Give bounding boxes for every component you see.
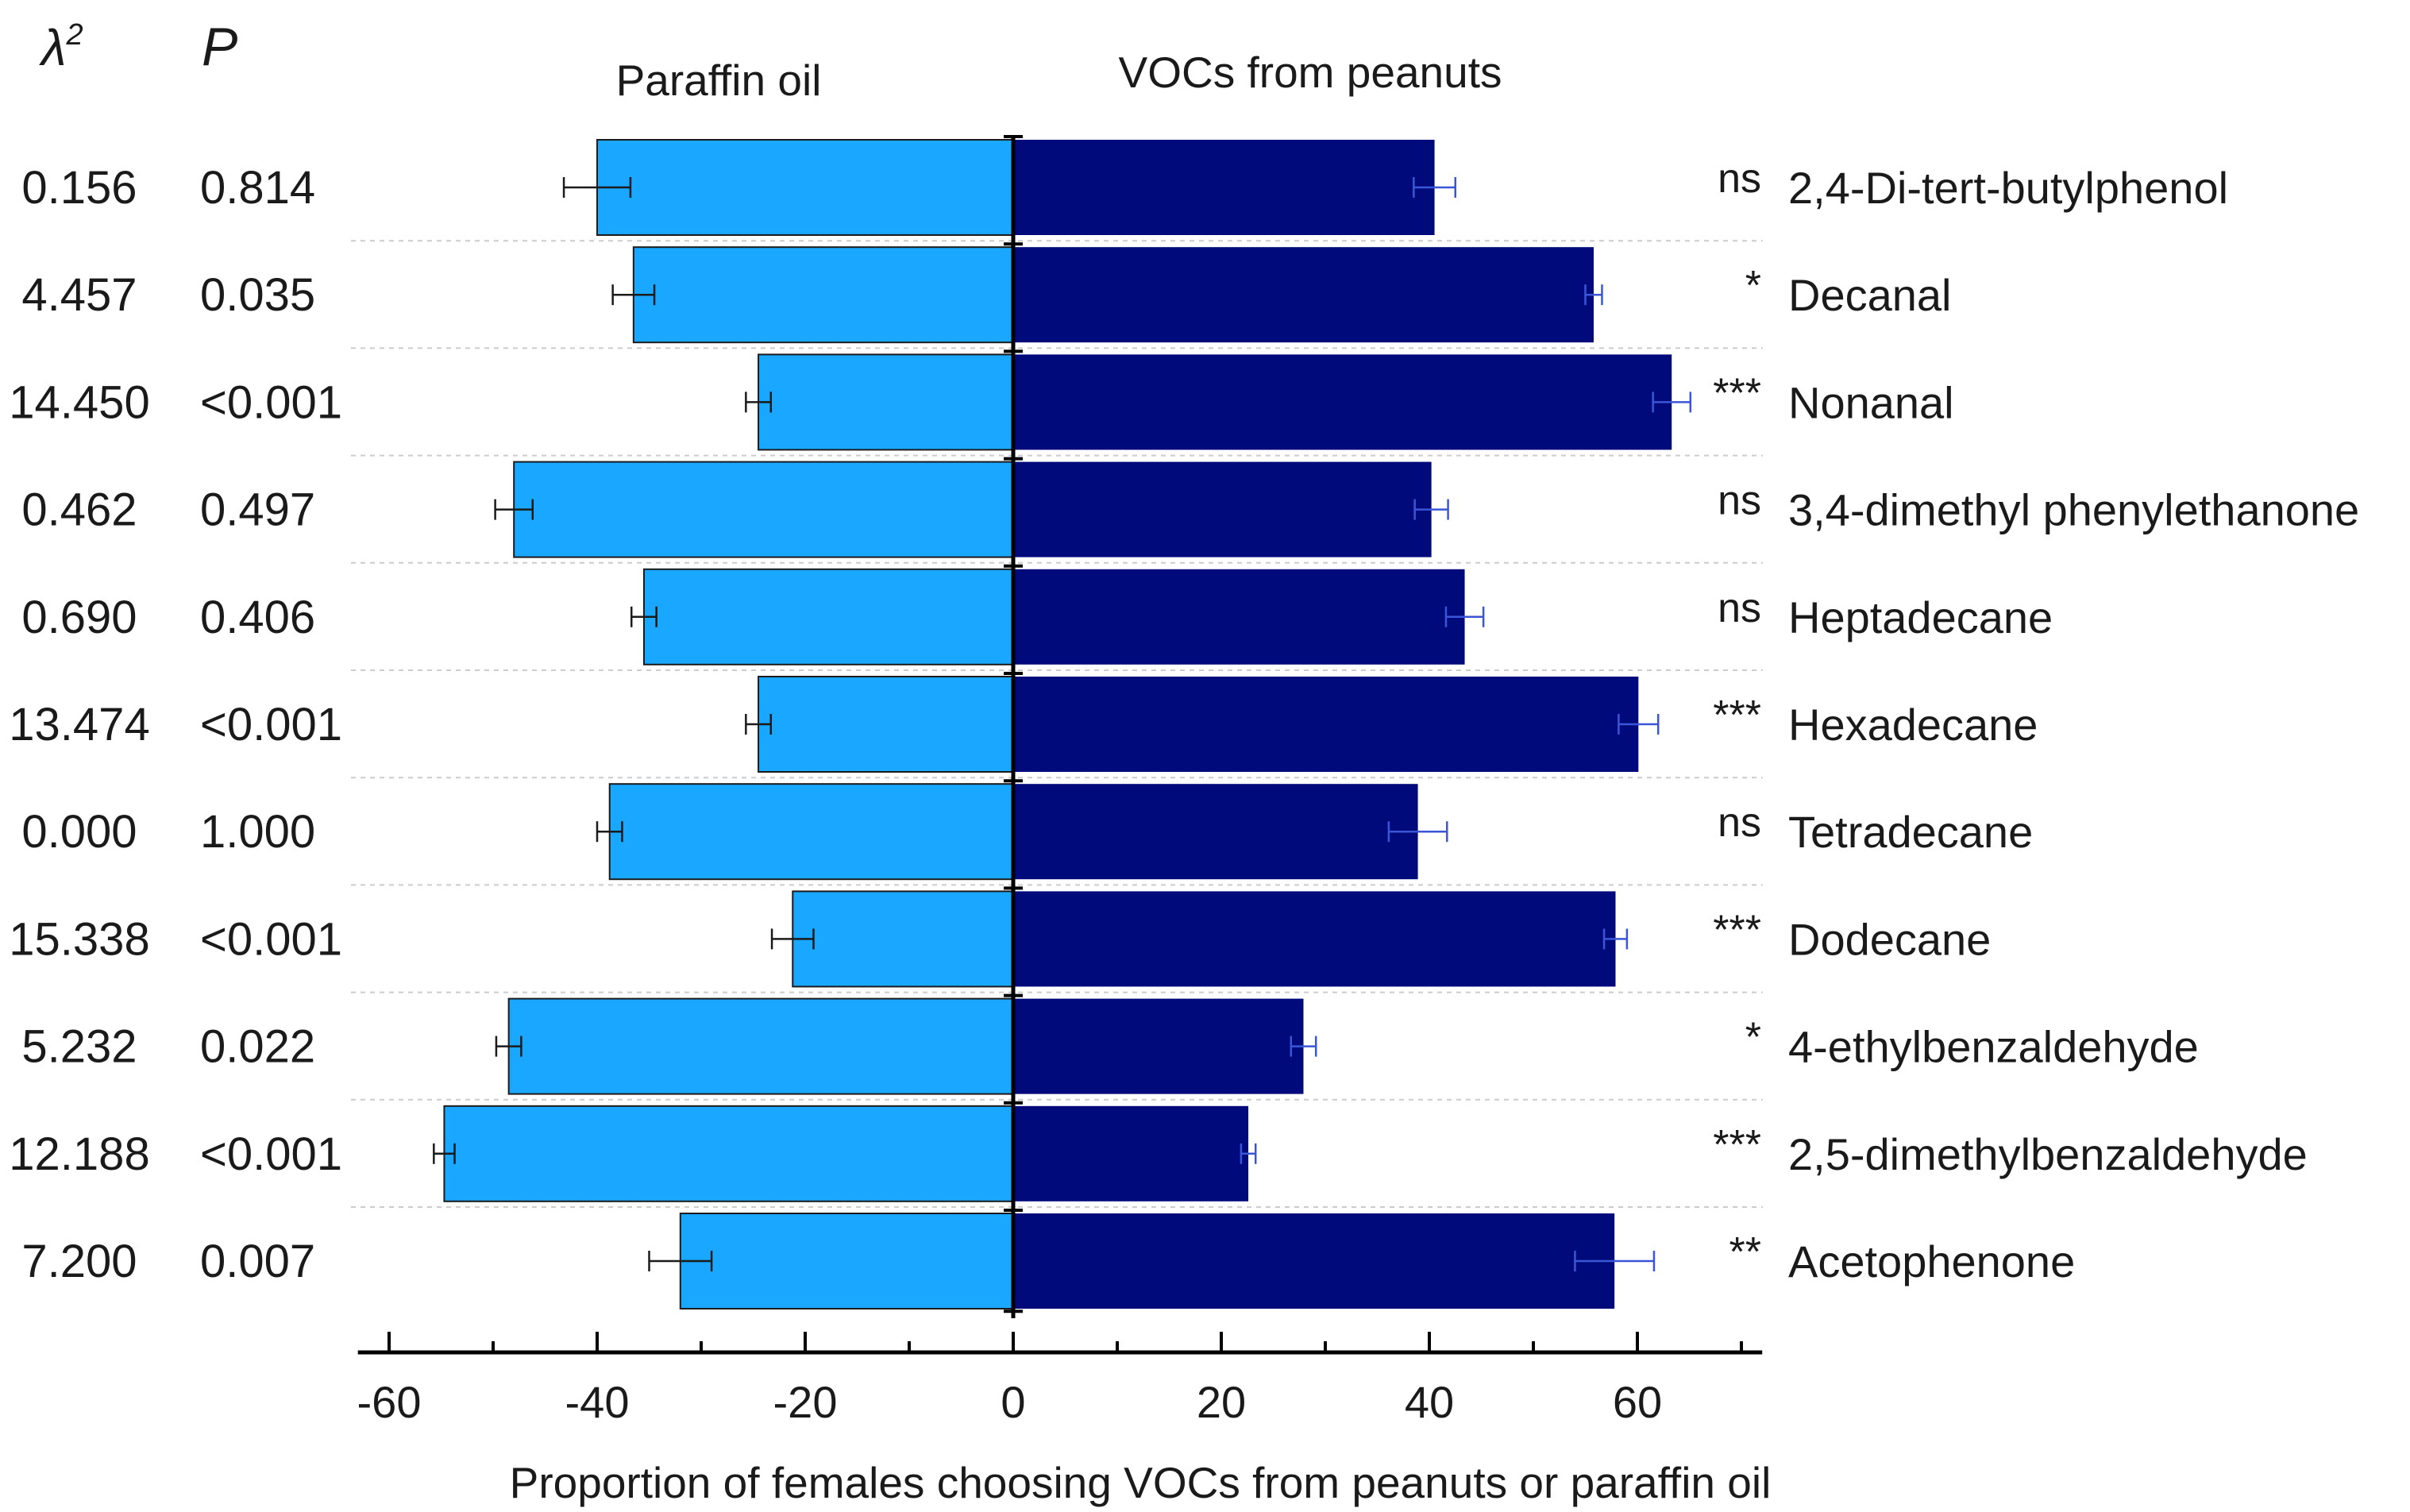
category-label: Dodecane [1788,914,1991,964]
chi-square-value: 0.000 [21,806,137,858]
bar-paraffin-oil [443,1105,1014,1202]
p-value: 1.000 [200,806,315,858]
chi-square-header: λ2 [39,18,83,76]
bar-vocs-from-peanuts [1013,1105,1249,1202]
bar-vocs-from-peanuts [1013,140,1435,235]
significance-label: *** [1713,692,1761,739]
x-tick-label: 40 [1405,1377,1454,1427]
p-value: 0.035 [200,269,315,321]
legend-paraffin-oil: Paraffin oil [616,56,822,105]
bar-paraffin-oil [758,353,1014,451]
p-value: 0.814 [200,162,315,214]
chi-square-value: 0.690 [21,592,137,643]
p-value: <0.001 [200,699,342,750]
x-tick-label: -20 [773,1377,838,1427]
significance-label: ** [1729,1229,1761,1275]
x-tick-label: -40 [565,1377,630,1427]
bar-paraffin-oil [608,783,1014,881]
legend-vocs-from-peanuts: VOCs from peanuts [1119,48,1502,97]
bar-vocs-from-peanuts [1013,1213,1615,1309]
category-label: Decanal [1788,270,1951,320]
p-value: 0.406 [200,592,315,643]
significance-label: ns [1718,478,1761,524]
significance-label: *** [1713,907,1761,953]
x-tick-label: -60 [357,1377,422,1427]
p-value: 0.497 [200,484,315,536]
bar-paraffin-oil [792,890,1015,988]
category-label: 3,4-dimethyl phenylethanone [1788,485,2359,535]
category-label: Heptadecane [1788,592,2053,642]
p-value-header: P [202,17,237,77]
p-value: 0.022 [200,1021,315,1073]
category-label: Hexadecane [1788,700,2038,750]
x-axis: -60 -40 -20 0 20 40 60 [357,1332,1763,1427]
chi-square-value: 0.156 [21,162,137,214]
significance-label: *** [1713,1122,1761,1168]
bar-vocs-from-peanuts [1013,461,1432,557]
bar-paraffin-oil [596,139,1014,236]
significance-label: ns [1718,156,1761,202]
significance-label: * [1745,1015,1761,1061]
bar-vocs-from-peanuts [1013,354,1672,450]
bar-vocs-from-peanuts [1013,998,1304,1094]
bar-vocs-from-peanuts [1013,677,1639,772]
x-tick-label: 0 [1001,1377,1025,1427]
bar-vocs-from-peanuts [1013,891,1616,987]
significance-label: *** [1713,370,1761,416]
bar-paraffin-oil [642,568,1014,665]
bar-vocs-from-peanuts [1013,247,1594,343]
bar-vocs-from-peanuts [1013,569,1465,665]
category-label: 2,4-Di-tert-butylphenol [1788,163,2228,213]
x-tick-label: 60 [1613,1377,1662,1427]
chi-square-value: 4.457 [21,269,137,321]
bar-vocs-from-peanuts [1013,784,1418,880]
chi-square-value: 13.474 [9,699,149,750]
category-label: Nonanal [1788,377,1954,427]
chi-square-value: 5.232 [21,1021,137,1073]
bar-paraffin-oil [513,461,1014,558]
chi-square-value: 0.462 [21,484,137,536]
bar-paraffin-oil [679,1213,1014,1310]
p-value: 0.007 [200,1236,315,1287]
category-label: Tetradecane [1788,807,2033,857]
x-tick-label: 20 [1197,1377,1246,1427]
chart-rows: 0.156 0.814 ns 2,4-Di-tert-butylphenol 4.457… [9,135,2359,1313]
p-value: <0.001 [200,913,342,965]
significance-label: * [1745,263,1761,309]
bar-paraffin-oil [758,676,1014,773]
significance-label: ns [1718,585,1761,631]
chi-square-value: 12.188 [9,1128,149,1180]
chi-square-value: 7.200 [21,1236,137,1287]
x-axis-label: Proportion of females choosing VOCs from… [510,1458,1772,1507]
chi-square-value: 14.450 [9,376,149,428]
bar-paraffin-oil [507,997,1014,1095]
category-label: Acetophenone [1788,1236,2075,1286]
significance-label: ns [1718,800,1761,846]
p-value: <0.001 [200,1128,342,1180]
category-label: 4-ethylbenzaldehyde [1788,1022,2199,1072]
bar-paraffin-oil [632,246,1014,344]
p-value: <0.001 [200,376,342,428]
chi-square-value: 15.338 [9,913,149,965]
category-label: 2,5-dimethylbenzaldehyde [1788,1129,2308,1179]
